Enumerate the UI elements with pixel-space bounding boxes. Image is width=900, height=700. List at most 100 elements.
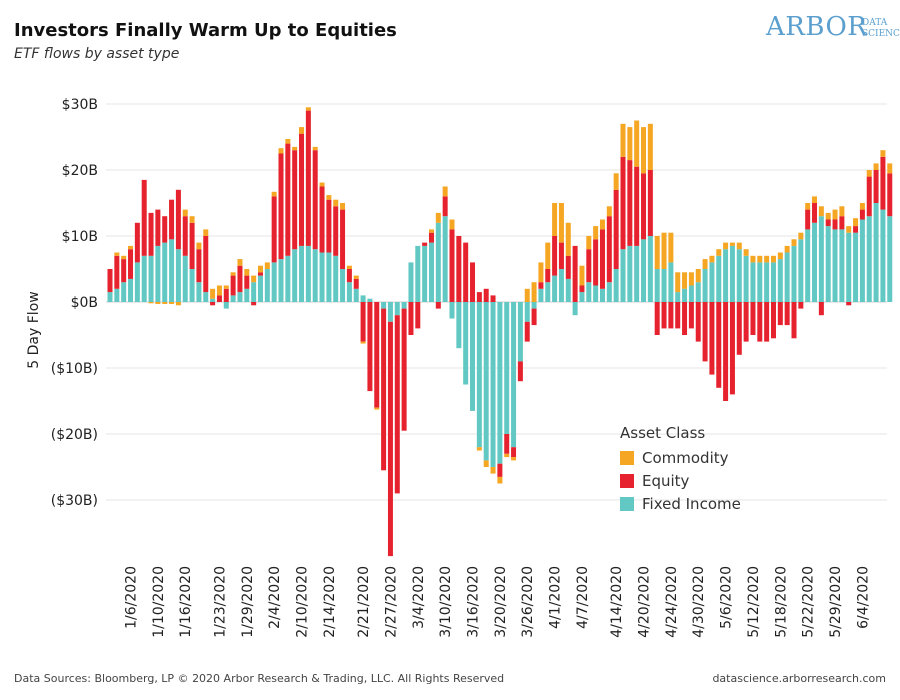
- bar-fixed-income: [668, 262, 674, 302]
- bar-commodity: [853, 218, 859, 227]
- bar-equity: [558, 242, 564, 269]
- bar-commodity: [736, 242, 742, 250]
- bar-fixed-income: [750, 262, 756, 302]
- bar-commodity: [128, 245, 134, 250]
- x-tick-label: 4/30/2020: [691, 566, 707, 638]
- bar-equity: [134, 222, 140, 263]
- bar-equity: [709, 302, 715, 375]
- x-tick-label: 1/10/2020: [151, 566, 167, 638]
- bar-fixed-income: [141, 255, 147, 302]
- bar-fixed-income: [121, 282, 127, 302]
- bar-equity: [463, 242, 469, 302]
- bar-fixed-income: [415, 245, 421, 302]
- bar-equity: [887, 173, 893, 217]
- bar-commodity: [552, 203, 558, 236]
- bar-fixed-income: [497, 302, 503, 464]
- bar-fixed-income: [641, 239, 647, 302]
- bar-commodity: [620, 123, 626, 157]
- bar-equity: [832, 219, 838, 230]
- bar-equity: [682, 302, 688, 335]
- bar-fixed-income: [319, 252, 325, 302]
- legend-item-equity[interactable]: Equity: [620, 469, 741, 492]
- x-tick-label: 4/7/2020: [575, 566, 591, 629]
- bar-equity: [859, 209, 865, 220]
- bar-equity: [805, 209, 811, 230]
- bar-commodity: [606, 206, 612, 217]
- bar-fixed-income: [873, 203, 879, 302]
- bar-fixed-income: [367, 298, 373, 302]
- bar-commodity: [675, 272, 681, 293]
- bar-equity: [353, 278, 359, 289]
- bar-equity: [743, 302, 749, 342]
- bar-equity: [688, 302, 694, 329]
- x-tick-label: 3/26/2020: [520, 566, 536, 638]
- bar-equity: [565, 255, 571, 279]
- bar-commodity: [784, 245, 790, 253]
- bar-equity: [545, 269, 551, 283]
- bar-fixed-income: [599, 288, 605, 302]
- bar-commodity: [360, 341, 366, 344]
- bar-commodity: [346, 265, 352, 269]
- bar-equity: [702, 302, 708, 362]
- bar-equity: [340, 209, 346, 269]
- bar-commodity: [695, 269, 701, 283]
- bar-commodity: [223, 285, 229, 289]
- bar-fixed-income: [155, 245, 161, 302]
- y-tick-label: $0B: [71, 295, 98, 311]
- bar-commodity: [599, 219, 605, 230]
- bar-equity: [853, 226, 859, 233]
- bar-commodity: [244, 269, 250, 276]
- bar-fixed-income: [613, 269, 619, 302]
- bar-fixed-income: [682, 288, 688, 302]
- bar-equity: [216, 295, 222, 302]
- bar-commodity: [750, 255, 756, 263]
- bar-fixed-income: [825, 226, 831, 302]
- bar-equity: [791, 302, 797, 339]
- bar-fixed-income: [654, 269, 660, 302]
- bar-equity: [647, 170, 653, 236]
- bar-equity: [175, 189, 181, 250]
- bar-equity: [326, 199, 332, 253]
- bar-fixed-income: [223, 302, 229, 309]
- logo-sub-text-1: DATA: [862, 18, 888, 28]
- bar-commodity: [504, 453, 510, 458]
- bar-fixed-income: [169, 239, 175, 302]
- bar-fixed-income: [866, 216, 872, 302]
- bar-commodity: [374, 407, 380, 410]
- bar-fixed-income: [531, 302, 537, 309]
- bar-commodity: [305, 107, 311, 111]
- x-tick-label: 2/21/2020: [356, 566, 372, 638]
- bar-fixed-income: [846, 232, 852, 302]
- bar-equity: [230, 275, 236, 296]
- bar-equity: [572, 245, 578, 302]
- bar-fixed-income: [784, 252, 790, 302]
- bar-fixed-income: [333, 255, 339, 302]
- bar-commodity: [579, 265, 585, 286]
- bar-fixed-income: [353, 288, 359, 302]
- bar-commodity: [299, 127, 305, 134]
- logo-sub-text-2: SCIENCE: [862, 29, 900, 39]
- website-url[interactable]: datascience.arborresearch.com: [712, 672, 886, 685]
- y-tick-label: $10B: [62, 229, 98, 245]
- bar-fixed-income: [285, 255, 291, 302]
- bar-equity: [435, 302, 441, 309]
- bar-commodity: [449, 219, 455, 230]
- bar-commodity: [490, 467, 496, 474]
- bar-commodity: [757, 255, 763, 263]
- bar-fixed-income: [394, 302, 400, 316]
- bar-commodity: [340, 203, 346, 210]
- legend-item-fixed-income[interactable]: Fixed Income: [620, 492, 741, 515]
- legend-item-commodity[interactable]: Commodity: [620, 446, 741, 469]
- bar-equity: [251, 302, 257, 306]
- bar-commodity: [887, 163, 893, 174]
- bar-fixed-income: [524, 302, 530, 322]
- bar-equity: [305, 110, 311, 246]
- x-tick-label: 2/27/2020: [383, 566, 399, 638]
- bar-equity: [470, 262, 476, 302]
- bar-fixed-income: [428, 242, 434, 302]
- x-tick-label: 5/12/2020: [746, 566, 762, 638]
- x-tick-label: 2/10/2020: [295, 566, 311, 638]
- bar-fixed-income: [470, 302, 476, 411]
- bar-fixed-income: [764, 262, 770, 302]
- bar-equity: [504, 434, 510, 454]
